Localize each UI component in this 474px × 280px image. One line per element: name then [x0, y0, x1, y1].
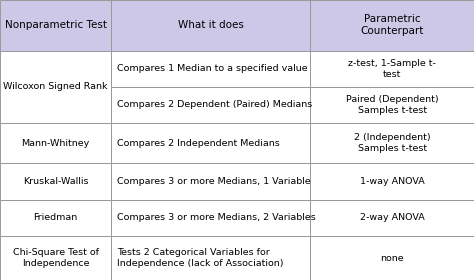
Bar	[111, 123, 310, 163]
Bar	[111, 236, 310, 280]
Text: Nonparametric Test: Nonparametric Test	[5, 20, 107, 30]
Bar	[0, 51, 111, 123]
Text: Parametric
Counterpart: Parametric Counterpart	[361, 14, 424, 36]
Text: Compares 2 Independent Medians: Compares 2 Independent Medians	[117, 139, 280, 148]
Text: Tests 2 Categorical Variables for
Independence (lack of Association): Tests 2 Categorical Variables for Indepe…	[117, 248, 283, 268]
Bar	[0, 200, 111, 236]
Bar	[111, 0, 310, 51]
Bar	[111, 87, 310, 123]
Text: none: none	[381, 254, 404, 263]
Text: What it does: What it does	[178, 20, 244, 30]
Text: Compares 2 Dependent (Paired) Medians: Compares 2 Dependent (Paired) Medians	[117, 100, 312, 109]
Text: z-test, 1-Sample t-
test: z-test, 1-Sample t- test	[348, 59, 436, 78]
Bar	[111, 200, 310, 236]
Text: 1-way ANOVA: 1-way ANOVA	[360, 177, 425, 186]
Text: Paired (Dependent)
Samples t-test: Paired (Dependent) Samples t-test	[346, 95, 438, 115]
Text: Chi-Square Test of
Independence: Chi-Square Test of Independence	[13, 248, 99, 268]
Bar	[111, 51, 310, 87]
Bar	[310, 87, 474, 123]
Bar	[0, 236, 111, 280]
Bar	[111, 163, 310, 200]
Text: Compares 3 or more Medians, 1 Variable: Compares 3 or more Medians, 1 Variable	[117, 177, 311, 186]
Bar	[310, 123, 474, 163]
Bar	[0, 123, 111, 163]
Text: Compares 1 Median to a specified value: Compares 1 Median to a specified value	[117, 64, 308, 73]
Text: Compares 3 or more Medians, 2 Variables: Compares 3 or more Medians, 2 Variables	[117, 213, 316, 222]
Bar	[310, 0, 474, 51]
Text: Friedman: Friedman	[34, 213, 78, 222]
Text: Wilcoxon Signed Rank: Wilcoxon Signed Rank	[3, 82, 108, 91]
Bar	[0, 0, 111, 51]
Text: Mann-Whitney: Mann-Whitney	[22, 139, 90, 148]
Text: Kruskal-Wallis: Kruskal-Wallis	[23, 177, 89, 186]
Bar	[310, 163, 474, 200]
Bar	[310, 236, 474, 280]
Bar	[310, 200, 474, 236]
Text: 2-way ANOVA: 2-way ANOVA	[360, 213, 425, 222]
Bar	[0, 163, 111, 200]
Bar	[310, 51, 474, 87]
Text: 2 (Independent)
Samples t-test: 2 (Independent) Samples t-test	[354, 133, 430, 153]
